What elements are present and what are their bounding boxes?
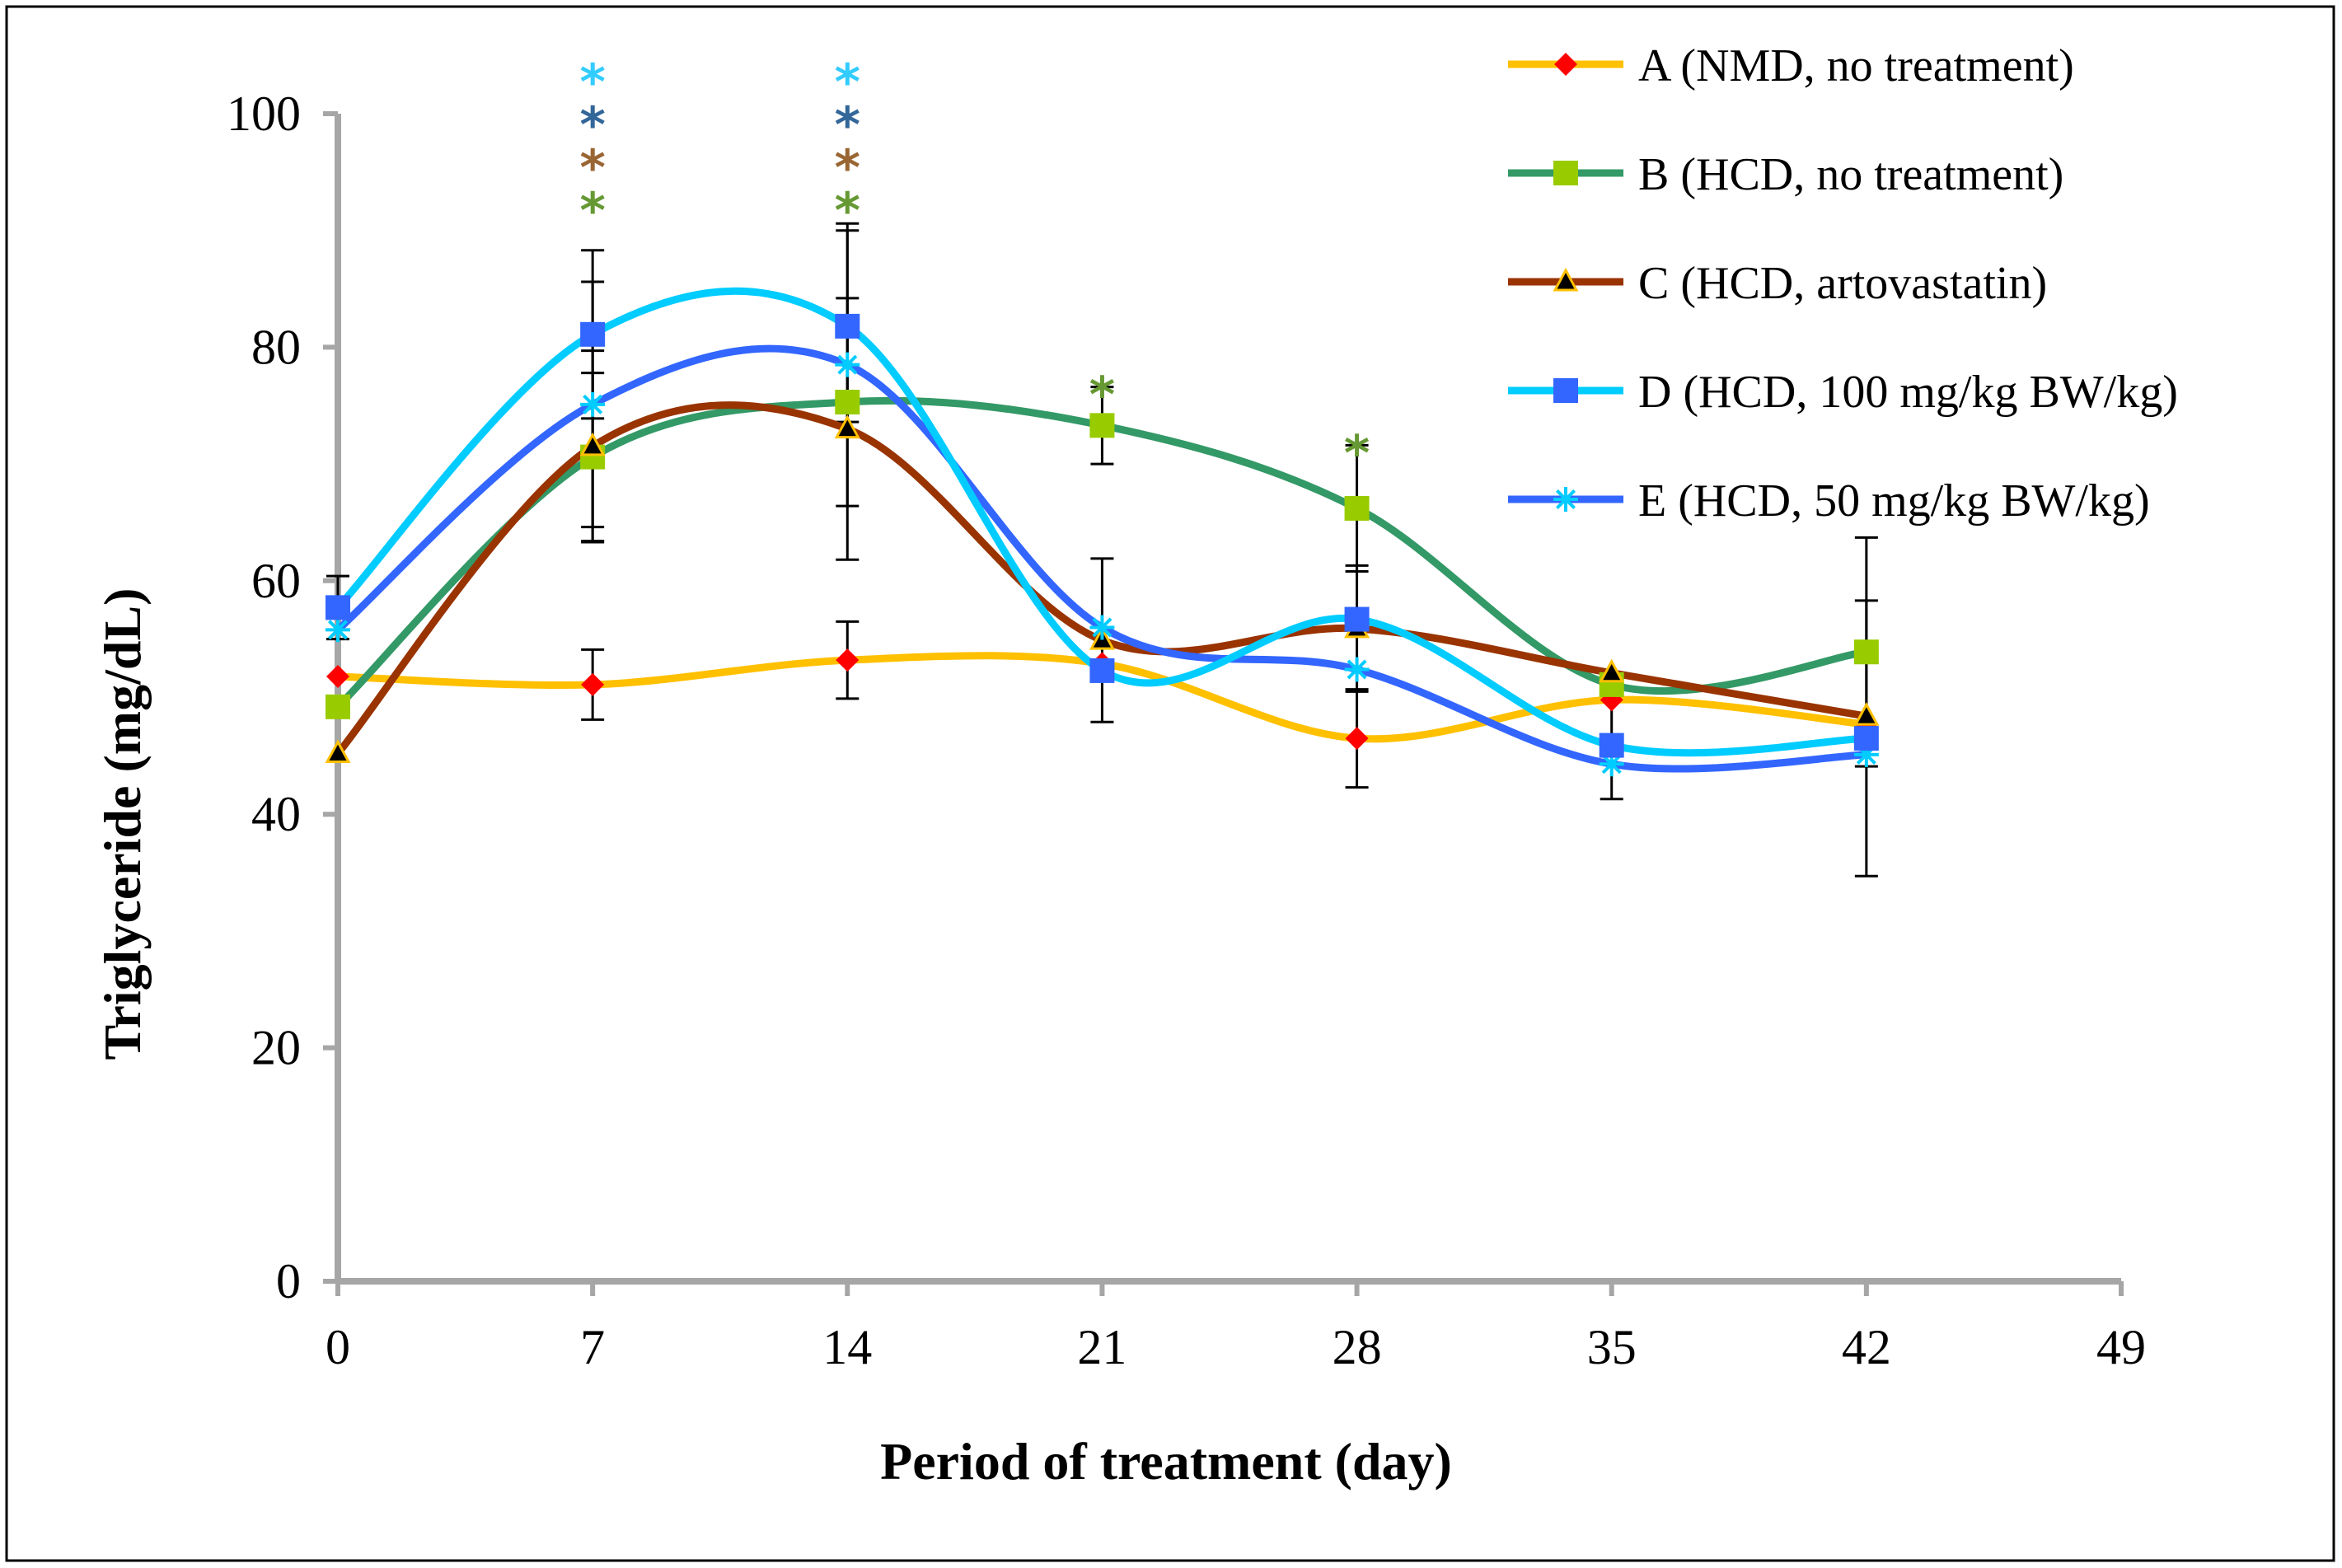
x-tick-label: 7: [580, 1320, 605, 1374]
significance-star: *: [579, 182, 605, 240]
data-point: [326, 664, 349, 688]
data-point: [835, 352, 860, 377]
y-tick-label: 20: [251, 1021, 301, 1075]
x-tick-label: 14: [822, 1320, 872, 1374]
significance-star: *: [1344, 425, 1370, 483]
significance-star: *: [835, 182, 860, 240]
legend-marker: [1553, 161, 1578, 185]
significance-star: *: [835, 54, 860, 111]
significance-star: *: [579, 139, 605, 197]
data-point: [326, 617, 350, 643]
data-point: [1344, 495, 1370, 521]
data-point: [580, 321, 606, 347]
legend-label: C (HCD, artovastatin): [1638, 258, 2047, 309]
star-marker-stroke: [1601, 754, 1622, 775]
significance-star: *: [1089, 367, 1115, 424]
data-point: [835, 313, 860, 339]
x-tick-label: 21: [1077, 1320, 1127, 1374]
star-marker-stroke: [1092, 617, 1112, 638]
x-tick-label: 42: [1842, 1320, 1891, 1374]
legend-marker: [1553, 487, 1578, 512]
y-tick-label: 40: [251, 787, 301, 841]
data-point: [580, 391, 606, 417]
data-point: [326, 694, 350, 719]
star-marker-stroke: [583, 394, 603, 414]
data-point: [834, 414, 860, 439]
y-tick-label: 100: [227, 87, 301, 141]
data-point: [581, 672, 605, 696]
legend-entry: A (NMD, no treatment): [1508, 40, 2074, 91]
x-tick-label: 49: [2096, 1320, 2146, 1374]
data-point: [579, 432, 606, 456]
star-marker-stroke: [327, 620, 349, 640]
x-tick-label: 35: [1587, 1320, 1637, 1374]
star-marker-stroke: [1555, 489, 1576, 510]
x-tick-label: 28: [1333, 1320, 1382, 1374]
legend-label: A (NMD, no treatment): [1638, 40, 2074, 91]
data-point: [326, 595, 350, 620]
data-point: [1089, 658, 1115, 683]
legend-entry: D (HCD, 100 mg/kg BW/kg): [1508, 367, 2178, 418]
data-point: [835, 389, 860, 414]
chart-border: [5, 5, 2335, 1562]
y-tick-label: 0: [276, 1254, 301, 1308]
legend-marker: [1553, 378, 1578, 403]
data-point: [1344, 606, 1370, 632]
x-tick-label: 0: [326, 1320, 350, 1374]
data-point: [836, 648, 860, 672]
data-point: [1089, 413, 1115, 438]
legend-entry: C (HCD, artovastatin): [1508, 258, 2047, 309]
legend-label: B (HCD, no treatment): [1638, 149, 2063, 200]
legend-marker: [1553, 267, 1579, 292]
legend-label: D (HCD, 100 mg/kg BW/kg): [1638, 367, 2178, 418]
data-point: [1089, 615, 1115, 640]
significance-star: *: [579, 54, 605, 111]
data-point: [1599, 733, 1624, 758]
legend-entry: E (HCD, 50 mg/kg BW/kg): [1508, 475, 2150, 527]
data-point: [1344, 657, 1370, 682]
data-point: [325, 739, 351, 764]
significance-star: *: [835, 139, 860, 197]
significance-star: *: [835, 96, 860, 154]
star-marker-stroke: [837, 354, 858, 375]
data-point: [1853, 702, 1880, 726]
star-marker-stroke: [1347, 659, 1367, 680]
y-tick-label: 80: [251, 320, 301, 374]
data-point: [1599, 658, 1625, 683]
legend-label: E (HCD, 50 mg/kg BW/kg): [1638, 475, 2150, 527]
x-axis-title: Period of treatment (day): [880, 1432, 1452, 1491]
data-point: [1345, 727, 1369, 751]
significance-star: *: [579, 96, 605, 154]
data-point: [1853, 639, 1879, 665]
legend-entry: B (HCD, no treatment): [1508, 149, 2063, 200]
data-point: [1853, 726, 1879, 751]
y-axis-title: Triglyceride (mg/dL): [93, 588, 152, 1060]
y-tick-label: 60: [251, 554, 301, 608]
legend-marker: [1554, 53, 1577, 76]
series-line: [334, 401, 1871, 758]
